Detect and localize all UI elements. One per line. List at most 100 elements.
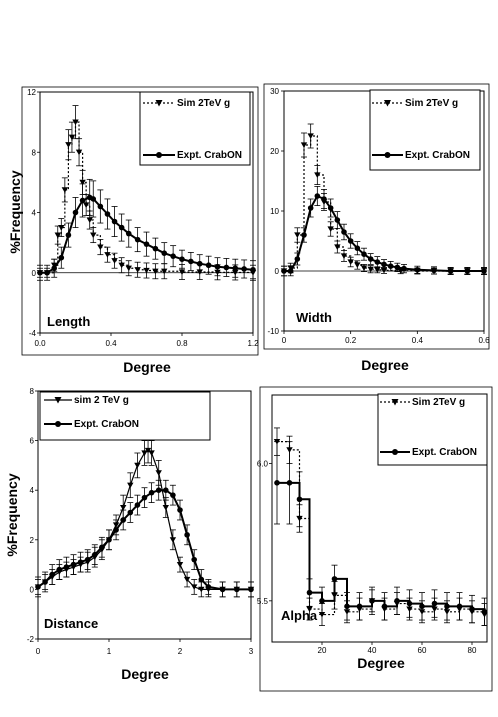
data-point-expt (141, 494, 148, 501)
data-point-expt (134, 502, 141, 508)
x-tick-label: 0 (282, 336, 287, 345)
legend-width-expt: Expt. CrabON (405, 150, 470, 161)
data-point-expt (327, 205, 334, 211)
data-point-expt (414, 267, 421, 273)
legend-alpha-expt: Expt. CrabON (412, 447, 477, 458)
data-point-expt (97, 203, 104, 210)
y-tick-label: 0 (30, 585, 35, 594)
data-point-expt (79, 197, 86, 204)
data-point-sim (111, 258, 118, 264)
data-point-sim (118, 262, 125, 269)
data-point-expt (214, 263, 221, 270)
y-tick-label: 30 (270, 87, 279, 96)
panel-label-length: Length (47, 314, 90, 329)
x-tick-label: 0.8 (176, 339, 188, 348)
y-tick-label: -10 (267, 327, 279, 336)
chart-frame-alpha (259, 386, 493, 692)
data-point-expt (104, 211, 111, 217)
x-tick-label: 3 (249, 647, 254, 656)
data-point-expt (431, 600, 438, 607)
data-point-expt (148, 489, 155, 496)
data-point-expt (367, 256, 374, 262)
y-tick-label: 0 (32, 269, 37, 278)
plot-area-distance (37, 390, 252, 640)
data-point-expt (205, 584, 212, 590)
data-point-expt (125, 230, 132, 237)
data-point-expt (374, 259, 381, 265)
data-point-sim (347, 259, 354, 265)
data-point-expt (394, 598, 400, 604)
data-point-expt (296, 496, 303, 503)
data-point-expt (161, 250, 168, 256)
data-point-sim (307, 133, 314, 139)
x-tick-label: 2 (178, 647, 183, 656)
data-point-expt (99, 544, 105, 551)
x-tick-label: 40 (368, 646, 377, 655)
data-point-sim (141, 450, 148, 456)
data-point-expt (58, 254, 65, 261)
legend-marker-sim (54, 397, 62, 404)
data-point-sim (374, 267, 381, 273)
data-point-expt (70, 561, 77, 568)
xlabel-alpha: Degree (357, 655, 405, 671)
data-point-expt (331, 576, 338, 582)
data-point-expt (287, 268, 294, 274)
data-point-sim (97, 244, 104, 251)
y-tick-label: 6 (30, 437, 35, 446)
data-point-sim (155, 470, 162, 476)
data-point-sim (82, 202, 90, 208)
data-point-expt (77, 559, 84, 565)
chart-frame-length (21, 86, 259, 356)
legend-distance-expt: Expt. CrabON (74, 419, 139, 430)
data-point-expt (381, 261, 387, 268)
data-point-expt (177, 507, 183, 513)
x-tick-label: 20 (318, 646, 327, 655)
x-tick-label: 0.4 (105, 339, 117, 348)
data-point-expt (356, 603, 363, 610)
data-point-sim (134, 267, 141, 273)
x-tick-label: 1 (107, 647, 112, 656)
data-point-sim (143, 267, 150, 274)
data-point-expt (307, 205, 314, 211)
series-line-sim (40, 121, 254, 274)
legend-marker-expt (384, 152, 391, 158)
xlabel-length: Degree (123, 359, 171, 375)
data-point-sim (360, 265, 368, 271)
data-point-expt (134, 236, 141, 243)
legend-marker-expt (55, 421, 61, 427)
y-tick-label: 0 (275, 267, 280, 276)
series-line-expt (37, 489, 251, 591)
series-line-sim (37, 449, 251, 590)
data-point-expt (56, 566, 63, 573)
data-point-expt (354, 245, 361, 251)
y-tick-label: 8 (30, 387, 35, 396)
data-point-sim (162, 504, 169, 511)
data-point-sim (58, 224, 65, 231)
y-tick-label: 8 (32, 148, 37, 157)
data-point-expt (387, 263, 394, 270)
data-point-expt (381, 603, 388, 610)
data-point-sim (354, 262, 361, 268)
data-point-expt (481, 268, 487, 274)
data-point-expt (344, 603, 350, 610)
y-tick-label: 6.0 (257, 460, 269, 469)
legend-length-expt: Expt. CrabON (177, 150, 242, 161)
data-point-expt (127, 509, 134, 516)
data-point-expt (306, 589, 313, 596)
data-point-expt (120, 517, 126, 523)
data-point-expt (163, 487, 169, 494)
data-point-expt (274, 480, 280, 486)
data-point-sim (340, 253, 348, 259)
data-point-expt (444, 603, 450, 610)
legend-marker-sim (155, 100, 163, 107)
data-point-expt (205, 262, 212, 269)
legend-distance-sim: sim 2 TeV g (74, 395, 129, 406)
data-point-expt (65, 232, 72, 238)
data-point-sim (125, 265, 132, 272)
data-point-expt (447, 268, 454, 274)
data-point-sim (327, 226, 334, 232)
data-point-expt (111, 218, 118, 225)
data-point-expt (113, 527, 119, 533)
data-point-sim (176, 562, 184, 568)
